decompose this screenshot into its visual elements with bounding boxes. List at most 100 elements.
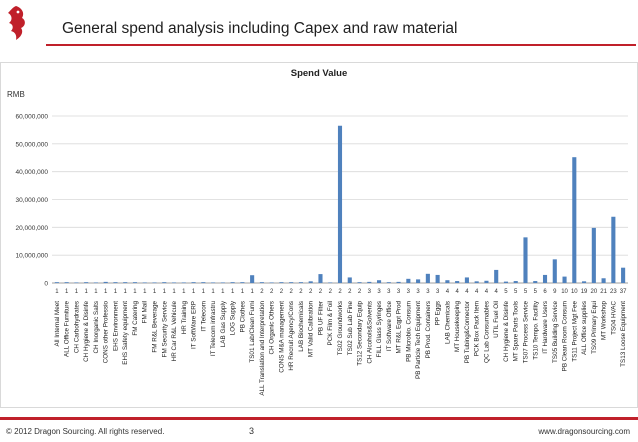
x-tick-label: CH Hygiene & Disinfe [503, 301, 510, 362]
count-label: 2 [260, 289, 264, 295]
bar [132, 282, 138, 283]
count-label: 4 [465, 289, 469, 295]
x-tick-label: LAB Chemicals [444, 301, 451, 344]
bar [220, 282, 225, 284]
count-label: 1 [143, 289, 147, 295]
bar [455, 281, 460, 283]
count-label: 2 [338, 289, 342, 295]
count-label: 2 [348, 289, 352, 295]
x-tick-label: MT Valid Calibration [308, 301, 315, 358]
count-label: 3 [407, 289, 411, 295]
count-label: 1 [65, 289, 69, 295]
bar [416, 279, 421, 283]
bar [533, 281, 538, 283]
x-tick-label: IT SoftWare ERP [191, 301, 198, 349]
count-label: 2 [329, 289, 333, 295]
count-label: 21 [600, 289, 607, 295]
website-link[interactable]: www.dragonsourcing.com [538, 427, 630, 436]
bar [377, 280, 382, 283]
x-tick-label: QC Lab Consumables [483, 301, 490, 363]
bar [84, 282, 89, 283]
x-tick-label: FM R&L Beverage [152, 301, 159, 353]
x-tick-label: MT Spare Parts Tools [513, 301, 520, 361]
count-label: 1 [163, 289, 167, 295]
bar [357, 282, 362, 283]
x-tick-label: FILL Glass Syringes [376, 301, 383, 357]
copyright-text: © 2012 Dragon Sourcing. All rights reser… [6, 427, 165, 436]
count-label: 3 [368, 289, 372, 295]
x-tick-label: TS13 Loose Equipment [620, 301, 627, 367]
bar [503, 281, 509, 283]
count-label: 2 [290, 289, 294, 295]
count-label: 4 [475, 289, 479, 295]
x-tick-label: PB Tubing&Connector [464, 301, 471, 363]
y-tick-label: 40,000,000 [15, 169, 48, 176]
x-tick-label: CONS other Professio [103, 301, 110, 364]
x-tick-label: TS12 Secondary Equip [357, 301, 364, 366]
bar [552, 259, 557, 283]
count-label: 1 [202, 289, 206, 295]
x-tick-label: PCK Box Pack Item [474, 301, 481, 356]
x-tick-label: EHS Environment [112, 301, 119, 351]
x-tick-label: PCK Film & Foil [327, 301, 334, 345]
count-label: 3 [387, 289, 391, 295]
y-tick-label: 30,000,000 [15, 197, 48, 204]
x-tick-label: LAB Gas Supply [220, 300, 227, 347]
y-tick-label: 20,000,000 [15, 225, 48, 232]
bar [289, 282, 294, 283]
bar [269, 282, 274, 284]
count-label: 4 [446, 289, 450, 295]
count-label: 2 [358, 289, 362, 295]
count-label: 5 [534, 289, 538, 295]
x-tick-label: CH Organic Others [269, 301, 276, 355]
count-label: 2 [280, 289, 284, 295]
count-label: 1 [241, 289, 245, 295]
x-tick-label: All Internal Meet [54, 301, 61, 347]
count-label: 3 [397, 289, 401, 295]
bar [435, 274, 440, 283]
bar [513, 281, 518, 283]
x-tick-label: PB Clean Room Consum [562, 301, 569, 371]
count-label: 2 [319, 289, 323, 295]
count-label: 3 [426, 289, 430, 295]
bar [474, 281, 479, 283]
count-label: 4 [485, 289, 489, 295]
x-tick-label: FM Catering [132, 301, 139, 336]
count-label: 1 [114, 289, 118, 295]
count-label: 2 [309, 289, 313, 295]
bar [367, 281, 372, 283]
footer-rule [0, 417, 638, 420]
count-label: 1 [75, 289, 79, 295]
x-tick-label: PB UF Filter [317, 301, 324, 335]
bar [425, 273, 430, 283]
x-tick-label: MT Housekeeping [454, 301, 461, 352]
count-label: 3 [416, 289, 420, 295]
bar [142, 282, 147, 284]
y-tick-labels: 0 10,000,000 20,000,000 30,000,000 40,000,00… [15, 114, 48, 288]
x-tick-label: HR Recruit Agency/Cons [288, 301, 295, 371]
x-tick-label: PP Eggs [435, 301, 442, 325]
x-tick-label: TS05 Building Service [552, 301, 559, 363]
bar [162, 282, 167, 283]
bar [601, 278, 606, 283]
count-label: 1 [84, 289, 88, 295]
bar [347, 277, 352, 283]
count-label: 1 [221, 289, 225, 295]
title-rule [46, 44, 636, 46]
x-tick-label: MT R&L Eqpt Prod [396, 301, 403, 354]
count-label: 10 [571, 289, 578, 295]
bar [611, 216, 616, 283]
chart-title: Spend Value [291, 68, 348, 79]
x-tick-label: ALL Translation and Interpretation [259, 301, 266, 396]
bar [337, 125, 343, 283]
bar [103, 281, 108, 283]
bar [74, 282, 79, 284]
x-tick-label: CH Alcohols&Solvents [366, 301, 373, 364]
count-label: 1 [182, 289, 186, 295]
bar [298, 282, 303, 283]
y-axis-label: RMB [7, 90, 25, 99]
y-tick-label: 10,000,000 [15, 253, 48, 260]
count-label: 2 [270, 289, 274, 295]
bar [591, 227, 596, 283]
count-label: 1 [211, 289, 215, 295]
